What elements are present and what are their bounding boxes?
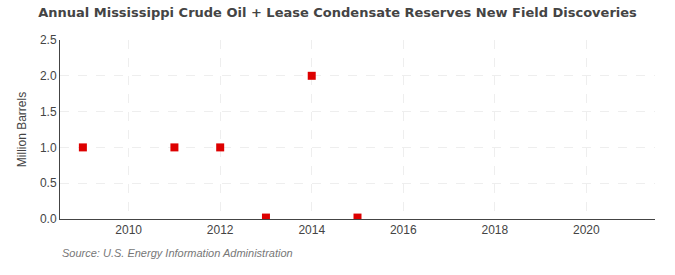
svg-text:0.5: 0.5	[40, 176, 57, 190]
svg-text:2016: 2016	[390, 223, 417, 237]
svg-text:2018: 2018	[481, 223, 508, 237]
svg-text:0.0: 0.0	[40, 212, 57, 226]
svg-text:2012: 2012	[207, 223, 234, 237]
svg-text:Annual Mississippi Crude Oil +: Annual Mississippi Crude Oil + Lease Con…	[38, 5, 637, 20]
svg-text:1.5: 1.5	[40, 105, 57, 119]
svg-text:2.5: 2.5	[40, 33, 57, 47]
svg-text:2020: 2020	[573, 223, 600, 237]
svg-text:2014: 2014	[298, 223, 325, 237]
svg-text:Million Barrels: Million Barrels	[15, 92, 29, 167]
svg-text:Source: U.S. Energy Informatio: Source: U.S. Energy Information Administ…	[62, 247, 293, 259]
svg-text:1.0: 1.0	[40, 141, 57, 155]
svg-text:2.0: 2.0	[40, 69, 57, 83]
svg-text:2010: 2010	[115, 223, 142, 237]
